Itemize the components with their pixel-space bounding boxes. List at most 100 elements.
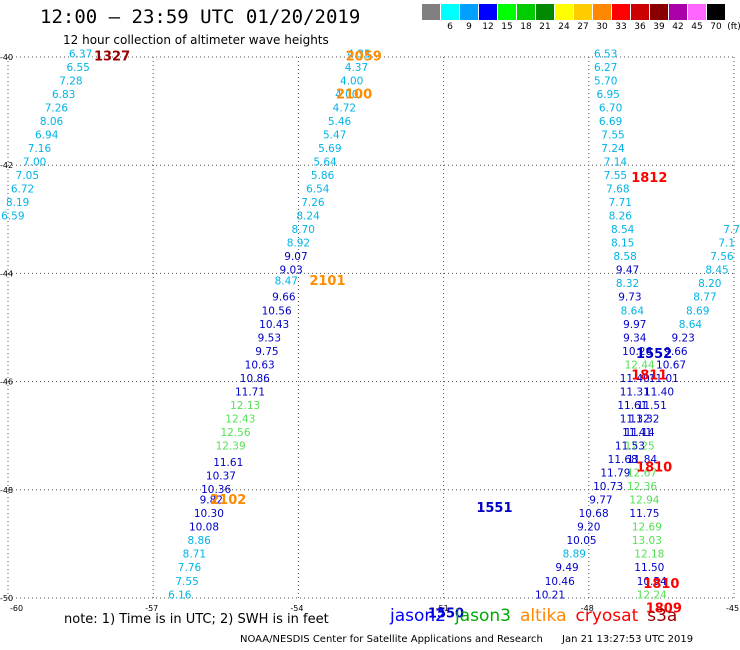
satellite-jason3: jason3 xyxy=(455,606,511,626)
wave-height-point: 7.05 xyxy=(16,170,39,182)
colorbar-label: 36 xyxy=(634,22,646,32)
wave-height-point: 7.55 xyxy=(601,129,624,141)
wave-height-point: 12.44 xyxy=(625,359,655,371)
wave-height-point: 10.36 xyxy=(201,484,231,496)
x-tick-label: -48 xyxy=(581,604,594,613)
wave-height-point: 11.68 xyxy=(608,454,638,466)
wave-height-point: 11.51 xyxy=(637,400,667,412)
colorbar-label: 27 xyxy=(577,22,589,32)
wave-height-point: 12.36 xyxy=(627,481,657,493)
wave-height-point: 8.15 xyxy=(611,238,634,250)
pass-label: 1327 xyxy=(94,50,130,65)
wave-height-point: 7.7 xyxy=(723,224,740,236)
wave-height-point: 12.25 xyxy=(625,441,655,453)
x-tick-label: -60 xyxy=(10,604,23,613)
pass-label: 1812 xyxy=(631,171,667,186)
wave-height-point: 8.71 xyxy=(183,549,206,561)
y-tick-label: -48 xyxy=(0,486,13,495)
wave-height-point: 12.56 xyxy=(220,427,250,439)
wave-height-point: 7.16 xyxy=(28,143,52,155)
x-tick-label: -54 xyxy=(290,604,303,613)
wave-height-point: 4.00 xyxy=(340,75,363,87)
wave-height-point: 12.24 xyxy=(637,589,667,601)
wave-height-point: 8.86 xyxy=(187,535,211,547)
colorbar-swatch-12 xyxy=(479,4,497,20)
pass-label: 1550 xyxy=(428,607,464,622)
wave-height-point: 5.69 xyxy=(318,143,341,155)
wave-height-point: 4.00 xyxy=(335,89,358,101)
wave-height-point: 9.77 xyxy=(589,495,612,507)
wave-height-point: 9.20 xyxy=(577,522,600,534)
wave-height-point: 8.70 xyxy=(292,224,315,236)
pass-label: 2101 xyxy=(309,274,345,289)
colorbar-unit: (ft) xyxy=(727,22,740,32)
colorbar-label: 39 xyxy=(653,22,665,32)
colorbar-swatch-70 xyxy=(707,4,725,20)
wave-height-point: 11.31 xyxy=(620,386,650,398)
wave-height-point: 11.61 xyxy=(213,457,243,469)
satellite-legend: jason2 jason3 altika cryosat s3a xyxy=(390,606,686,626)
pass-label: 2100 xyxy=(336,87,372,102)
wave-height-point: 7.56 xyxy=(710,251,734,263)
wave-height-point: 6.72 xyxy=(11,184,34,196)
wave-height-point: 11.75 xyxy=(629,508,659,520)
wave-height-point: 7.14 xyxy=(604,156,628,168)
colorbar-label: 42 xyxy=(672,22,684,32)
wave-height-point: 8.06 xyxy=(40,116,64,128)
y-tick-label: -44 xyxy=(0,269,13,278)
pass-label: 1810 xyxy=(636,461,672,476)
wave-height-point: 10.26 xyxy=(622,346,652,358)
wave-height-point: 8.92 xyxy=(287,238,310,250)
wave-height-point: 5.46 xyxy=(328,116,352,128)
wave-height-point: 11.32 xyxy=(629,413,659,425)
wave-height-point: 11.50 xyxy=(634,562,664,574)
wave-height-point: 6.70 xyxy=(599,102,622,114)
wave-height-point: 6.59 xyxy=(1,211,24,223)
satellite-cryosat: cryosat xyxy=(575,606,639,626)
wave-height-point: 8.26 xyxy=(609,211,633,223)
x-tick-label: -57 xyxy=(145,604,158,613)
wave-height-point: 11.61 xyxy=(617,400,647,412)
wave-height-point: 10.21 xyxy=(535,589,565,601)
y-tick-label: -42 xyxy=(0,161,13,170)
wave-height-point: 8.89 xyxy=(563,549,586,561)
wave-height-point: 10.63 xyxy=(245,359,275,371)
satellite-altika: altika xyxy=(520,606,567,626)
wave-height-point: 9.66 xyxy=(272,292,296,304)
x-tick-label: -51 xyxy=(436,604,449,613)
wave-height-point: 7.00 xyxy=(23,156,46,168)
wave-height-point: 7.28 xyxy=(59,75,82,87)
pass-label: 1552 xyxy=(636,347,672,362)
wave-height-point: 8.58 xyxy=(613,251,636,263)
colorbar-swatch-42 xyxy=(669,4,687,20)
wave-height-point: 7.55 xyxy=(604,170,627,182)
wave-height-point: 6.16 xyxy=(168,589,192,601)
pass-label: 2102 xyxy=(210,493,246,508)
colorbar-swatch-39 xyxy=(650,4,668,20)
colorbar-swatch-21 xyxy=(536,4,554,20)
colorbar-swatch-45 xyxy=(688,4,706,20)
wave-height-point: 11.40 xyxy=(644,386,674,398)
footer-datetime: Jan 21 13:27:53 UTC 2019 xyxy=(562,634,694,645)
footer-org: NOAA/NESDIS Center for Satellite Applica… xyxy=(240,634,543,645)
colorbar-swatch-27 xyxy=(574,4,592,20)
colorbar-label: 21 xyxy=(539,22,551,32)
wave-height-point: 9.66 xyxy=(664,346,688,358)
wave-height-point: 5.64 xyxy=(313,156,337,168)
wave-height-point: 10.37 xyxy=(206,470,236,482)
wave-height-point: 8.64 xyxy=(621,305,645,317)
satellite-jason2: jason2 xyxy=(390,606,446,626)
wave-height-point: 5.70 xyxy=(594,75,617,87)
wave-height-point: 4.72 xyxy=(333,102,356,114)
wave-height-point: 10.46 xyxy=(545,576,575,588)
wave-height-point: 10.73 xyxy=(593,481,623,493)
colorbar-label: 70 xyxy=(710,22,722,32)
colorbar-swatch-18 xyxy=(517,4,535,20)
wave-height-point: 7.24 xyxy=(601,143,625,155)
wave-height-point: 10.86 xyxy=(240,373,270,385)
wave-height-point: 12.43 xyxy=(225,413,255,425)
colorbar-swatch-9 xyxy=(460,4,478,20)
wave-height-point: 8.69 xyxy=(686,305,709,317)
wave-height-point: 12.94 xyxy=(629,495,659,507)
wave-height-point: 6.83 xyxy=(52,89,75,101)
